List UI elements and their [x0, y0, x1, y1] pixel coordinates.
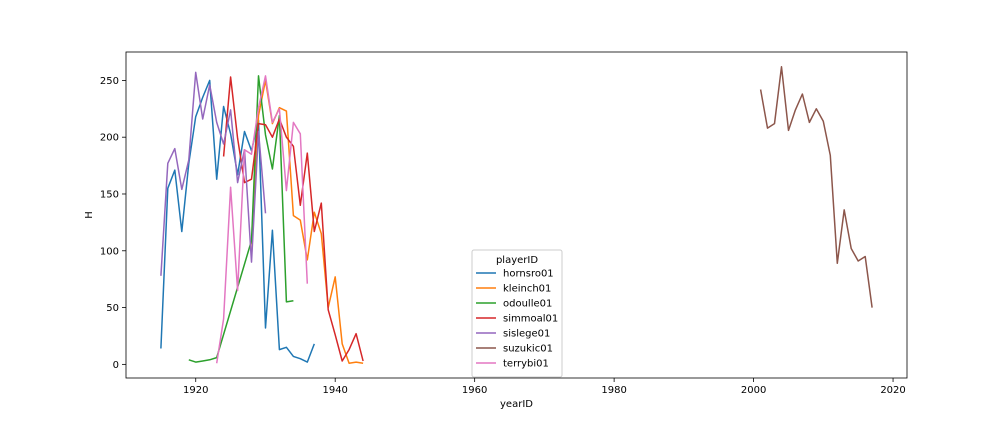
x-tick-label: 1980 [601, 385, 626, 396]
y-tick-label: 0 [113, 360, 119, 371]
x-axis-label: yearID [500, 399, 533, 410]
series-line-simmoal01 [222, 76, 364, 362]
legend-label-odoulle01: odoulle01 [503, 299, 552, 310]
legend: playerID hornsro01 kleinch01 odoulle01 simm… [471, 249, 563, 378]
y-tick-label: 100 [100, 246, 119, 257]
y-tick-label: 150 [100, 189, 119, 200]
legend-label-sislege01: sislege01 [503, 329, 550, 340]
plot-frame [125, 51, 908, 379]
series-line-kleinch01 [250, 79, 364, 364]
legend-label-kleinch01: kleinch01 [503, 284, 551, 295]
legend-title: playerID [496, 255, 538, 266]
series-line-odoulle01 [188, 75, 294, 363]
legend-label-terrybi01: terrybi01 [503, 359, 549, 370]
series-line-suzukic01 [759, 66, 873, 308]
y-tick-label: 250 [100, 76, 119, 87]
x-tick-label: 1920 [183, 385, 208, 396]
y-axis-label: H [84, 211, 95, 219]
y-tick-label: 50 [106, 303, 119, 314]
series-lines [160, 66, 873, 364]
y-axis-ticks: 0 50 100 150 200 250 [100, 76, 126, 371]
series-line-sislege01 [160, 71, 267, 276]
legend-box [471, 249, 563, 378]
x-axis-ticks: 1920 1940 1960 1980 2000 2020 [183, 378, 906, 396]
x-tick-label: 2020 [880, 385, 905, 396]
legend-label-suzukic01: suzukic01 [503, 344, 553, 355]
series-line-terrybi01 [215, 75, 309, 364]
x-tick-label: 2000 [741, 385, 766, 396]
x-tick-label: 1960 [462, 385, 487, 396]
legend-label-hornsro01: hornsro01 [503, 269, 554, 280]
y-tick-label: 200 [100, 133, 119, 144]
series-line-hornsro01 [160, 79, 315, 363]
legend-label-simmoal01: simmoal01 [503, 314, 558, 325]
legend-items: hornsro01 kleinch01 odoulle01 simmoal01 sisl… [476, 269, 558, 370]
x-tick-label: 1940 [322, 385, 347, 396]
